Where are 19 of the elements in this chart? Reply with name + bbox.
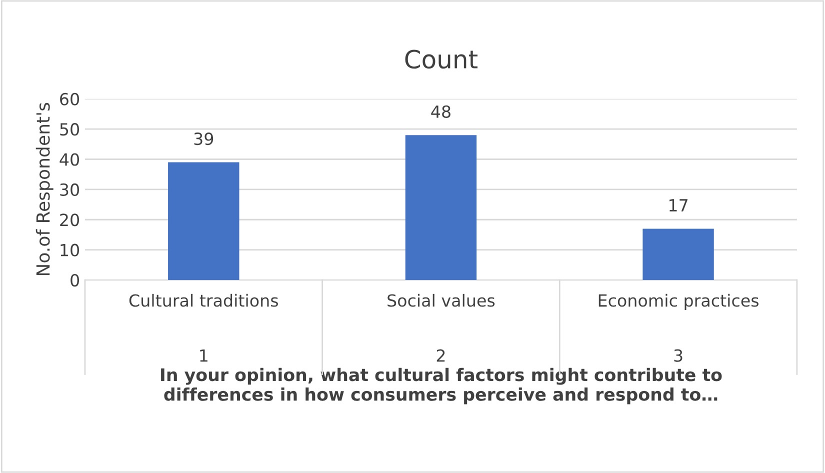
y-tick-label: 50 [60,123,80,136]
bar [168,162,240,280]
category-label: Economic practices 3 [598,294,758,362]
y-tick-label: 20 [60,214,80,226]
data-label: 48 [431,105,450,118]
y-tick-label: 30 [60,183,80,196]
y-tick-label: 0 [70,274,80,287]
y-tick-label: 10 [60,244,80,256]
y-tick-label: 60 [60,92,80,106]
bar [405,135,477,280]
category-label: Cultural traditions 1 [129,294,278,362]
y-tick-label: 40 [60,153,80,166]
y-axis-title: No.of Respondent's [36,102,54,276]
data-label: 17 [670,199,688,212]
x-axis-title: In your opinion, what cultural factors might contribute to differences in how consumers perceive and respond to… [161,368,722,404]
chart-title: Count [405,50,478,69]
category-label: Social values 2 [388,294,495,362]
bar [642,228,714,280]
data-label: 39 [194,132,214,146]
